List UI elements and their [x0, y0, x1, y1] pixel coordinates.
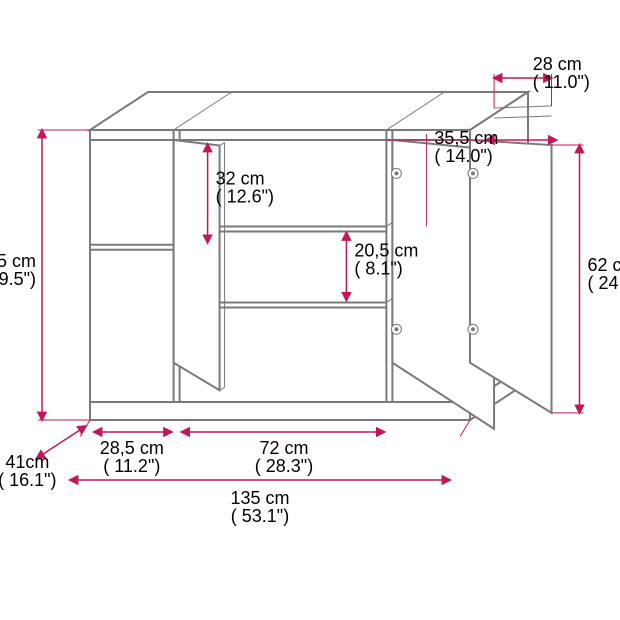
svg-text:28,5 cm( 11.2"): 28,5 cm( 11.2") — [100, 438, 164, 476]
svg-text:62 cm( 24.4"): 62 cm( 24.4") — [588, 255, 620, 293]
dimension-diagram: 75 cm( 29.5") 41cm( 16.1") 135 cm( 53.1") 2… — [0, 0, 620, 620]
svg-text:75 cm( 29.5"): 75 cm( 29.5") — [0, 251, 36, 289]
svg-text:28 cm( 11.0"): 28 cm( 11.0") — [533, 54, 590, 92]
svg-text:135 cm( 53.1"): 135 cm( 53.1") — [230, 488, 289, 526]
svg-text:41cm( 16.1"): 41cm( 16.1") — [0, 452, 57, 490]
svg-text:35,5 cm( 14.0"): 35,5 cm( 14.0") — [434, 128, 498, 166]
svg-text:72 cm( 28.3"): 72 cm( 28.3") — [255, 438, 313, 476]
